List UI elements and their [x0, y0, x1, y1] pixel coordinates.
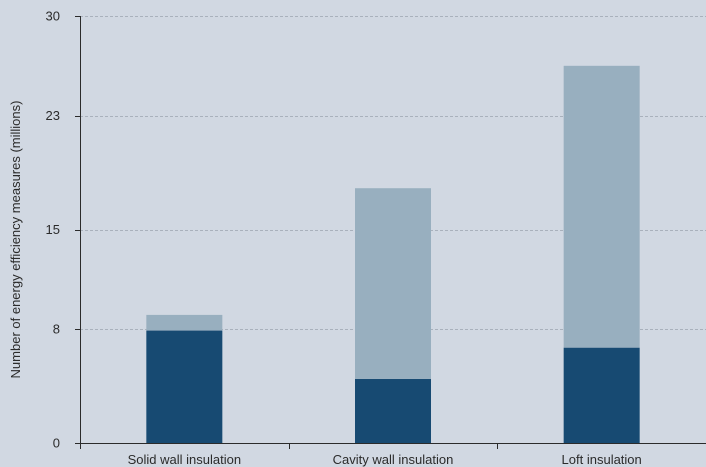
y-tick-label: 0: [53, 436, 60, 451]
bar-segment-2: [563, 65, 640, 348]
bar-segment-1: [355, 378, 431, 443]
y-tick-label: 15: [46, 222, 60, 237]
axes: [75, 16, 706, 449]
x-category-label: Solid wall insulation: [128, 452, 241, 467]
y-tick-label: 30: [46, 9, 60, 24]
bar-segment-1: [146, 330, 223, 443]
bar-segment-2: [355, 188, 431, 379]
y-axis-title: Number of energy efficiency measures (mi…: [8, 101, 23, 379]
bar-segment-1: [563, 347, 640, 443]
bar-segment-2: [146, 314, 223, 331]
bars: [146, 65, 640, 443]
y-tick-label: 23: [46, 108, 60, 123]
y-tick-label: 8: [53, 322, 60, 337]
x-category-label: Loft insulation: [562, 452, 642, 467]
x-tick-labels: Solid wall insulation Cavity wall insulat…: [128, 452, 642, 467]
x-category-label: Cavity wall insulation: [333, 452, 454, 467]
y-tick-labels: 0 8 15 23 30: [46, 9, 60, 451]
